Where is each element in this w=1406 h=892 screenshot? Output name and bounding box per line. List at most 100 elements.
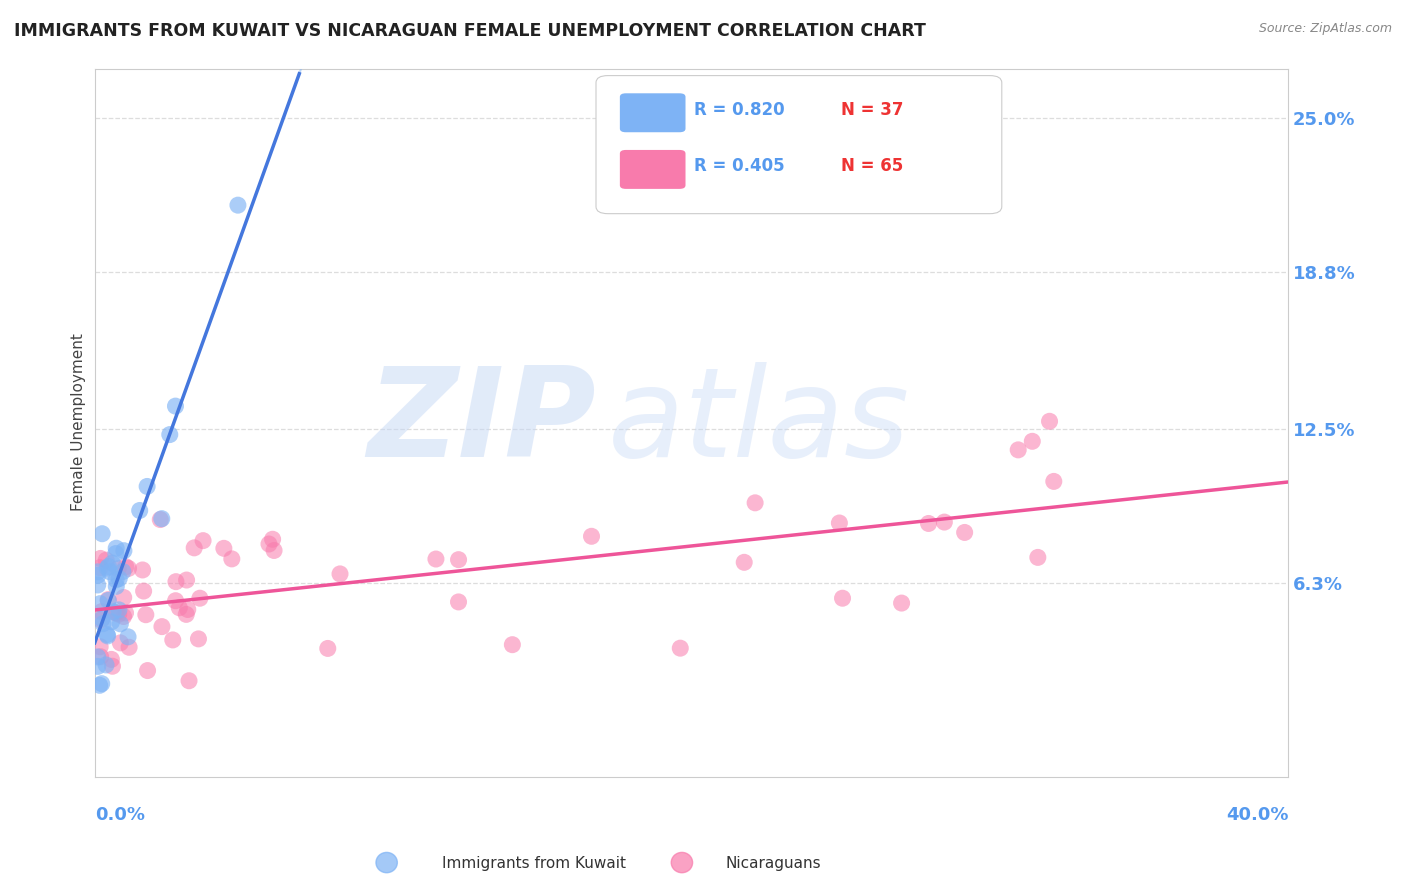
FancyBboxPatch shape — [620, 150, 686, 189]
Point — [212, 541, 235, 556]
Point — [107, 561, 129, 575]
Point — [159, 427, 181, 442]
Point — [316, 641, 339, 656]
Point — [97, 592, 120, 607]
Point — [101, 556, 124, 570]
Point — [162, 632, 184, 647]
Point — [112, 543, 135, 558]
Text: ZIP: ZIP — [367, 362, 596, 483]
Point — [425, 552, 447, 566]
Point — [86, 568, 108, 582]
Point — [97, 629, 120, 643]
Point — [111, 565, 134, 579]
Text: R = 0.820: R = 0.820 — [695, 101, 785, 119]
Point — [191, 533, 214, 548]
Point — [447, 595, 470, 609]
Point — [149, 512, 172, 526]
Point — [128, 503, 150, 517]
Point — [150, 619, 173, 633]
Point — [183, 541, 205, 555]
Point — [108, 603, 131, 617]
Point — [136, 664, 159, 678]
Point — [97, 593, 120, 607]
Point — [136, 479, 159, 493]
Text: Source: ZipAtlas.com: Source: ZipAtlas.com — [1258, 22, 1392, 36]
Point — [86, 578, 108, 592]
Point — [89, 597, 111, 611]
Point — [96, 553, 118, 567]
Point — [89, 551, 111, 566]
Text: R = 0.405: R = 0.405 — [695, 157, 785, 175]
Point — [86, 659, 108, 673]
Point — [96, 627, 118, 641]
Point — [176, 573, 198, 587]
Point — [174, 607, 197, 622]
Y-axis label: Female Unemployment: Female Unemployment — [72, 334, 86, 511]
Point — [96, 561, 118, 575]
Point — [98, 565, 121, 579]
Point — [1043, 475, 1066, 489]
Point — [104, 547, 127, 561]
Point — [91, 616, 114, 631]
Point — [447, 552, 470, 566]
Point — [86, 565, 108, 579]
Point — [89, 640, 111, 654]
Point — [1007, 442, 1029, 457]
Point — [169, 600, 191, 615]
Point — [110, 636, 132, 650]
Point — [118, 640, 141, 655]
Point — [177, 673, 200, 688]
Point — [150, 511, 173, 525]
Text: N = 37: N = 37 — [841, 101, 903, 119]
Point — [669, 641, 692, 656]
Point — [90, 613, 112, 627]
Point — [90, 605, 112, 619]
Point — [165, 399, 187, 413]
Point — [1026, 550, 1049, 565]
Point — [89, 560, 111, 574]
Point — [226, 198, 249, 212]
Point — [94, 657, 117, 672]
Text: IMMIGRANTS FROM KUWAIT VS NICARAGUAN FEMALE UNEMPLOYMENT CORRELATION CHART: IMMIGRANTS FROM KUWAIT VS NICARAGUAN FEM… — [14, 22, 927, 40]
Point — [86, 649, 108, 664]
Text: atlas: atlas — [607, 362, 910, 483]
Point — [97, 559, 120, 574]
Point — [1038, 414, 1060, 428]
Point — [105, 573, 128, 587]
Point — [90, 649, 112, 664]
Point — [744, 496, 766, 510]
Text: 40.0%: 40.0% — [1226, 806, 1288, 824]
Point — [257, 537, 280, 551]
Point — [131, 563, 153, 577]
Text: Nicaraguans: Nicaraguans — [725, 856, 821, 871]
Point — [501, 638, 523, 652]
Point — [1021, 434, 1043, 449]
Circle shape — [375, 853, 398, 872]
Point — [831, 591, 853, 606]
Point — [165, 574, 187, 589]
Point — [934, 515, 956, 529]
Point — [221, 552, 243, 566]
Point — [263, 543, 285, 558]
Point — [581, 529, 603, 543]
FancyBboxPatch shape — [620, 94, 686, 132]
Point — [329, 566, 352, 581]
Point — [105, 606, 128, 620]
Point — [114, 559, 136, 574]
Point — [117, 630, 139, 644]
Point — [89, 678, 111, 692]
Point — [117, 561, 139, 575]
Text: Immigrants from Kuwait: Immigrants from Kuwait — [443, 856, 626, 871]
Point — [135, 607, 157, 622]
Point — [188, 591, 211, 606]
Point — [917, 516, 939, 531]
Point — [108, 572, 131, 586]
Point — [90, 676, 112, 690]
Point — [105, 579, 128, 593]
Point — [733, 555, 755, 569]
Point — [112, 609, 135, 624]
Point — [953, 525, 976, 540]
Point — [177, 602, 200, 616]
Point — [101, 605, 124, 619]
Circle shape — [671, 853, 693, 872]
